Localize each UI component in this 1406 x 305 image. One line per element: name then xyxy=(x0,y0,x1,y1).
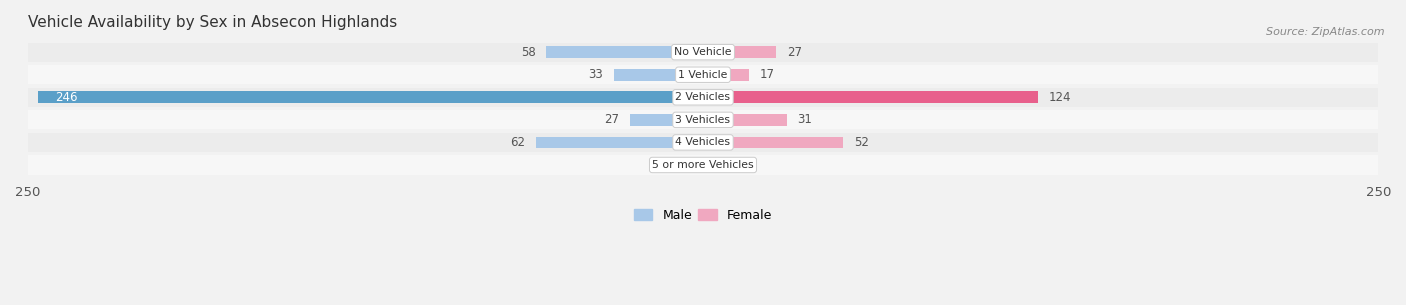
Text: Vehicle Availability by Sex in Absecon Highlands: Vehicle Availability by Sex in Absecon H… xyxy=(28,15,396,30)
Text: 31: 31 xyxy=(797,113,813,126)
Bar xyxy=(703,114,787,126)
Bar xyxy=(28,88,1378,107)
Text: 17: 17 xyxy=(759,68,775,81)
Legend: Male, Female: Male, Female xyxy=(628,204,778,227)
Bar xyxy=(703,69,749,81)
Bar xyxy=(28,133,1378,152)
Text: No Vehicle: No Vehicle xyxy=(675,47,731,57)
Text: 33: 33 xyxy=(588,68,603,81)
Text: 124: 124 xyxy=(1049,91,1071,104)
Bar xyxy=(38,92,703,103)
Bar xyxy=(703,137,844,148)
Bar xyxy=(28,155,1378,174)
Text: Source: ZipAtlas.com: Source: ZipAtlas.com xyxy=(1267,27,1385,38)
Text: 246: 246 xyxy=(55,91,77,104)
Bar xyxy=(703,92,1038,103)
Text: 1 Vehicle: 1 Vehicle xyxy=(678,70,728,80)
Bar xyxy=(547,46,703,58)
Bar xyxy=(28,110,1378,129)
Text: 2 Vehicles: 2 Vehicles xyxy=(675,92,731,102)
Text: 3 Vehicles: 3 Vehicles xyxy=(675,115,731,125)
Text: 0: 0 xyxy=(714,159,721,171)
Text: 4 Vehicles: 4 Vehicles xyxy=(675,138,731,147)
Text: 27: 27 xyxy=(787,46,801,59)
Bar xyxy=(703,46,776,58)
Bar xyxy=(614,69,703,81)
Bar xyxy=(536,137,703,148)
Text: 5 or more Vehicles: 5 or more Vehicles xyxy=(652,160,754,170)
Text: 58: 58 xyxy=(520,46,536,59)
Bar xyxy=(28,43,1378,62)
Text: 62: 62 xyxy=(510,136,524,149)
Bar xyxy=(630,114,703,126)
Text: 52: 52 xyxy=(855,136,869,149)
Bar xyxy=(28,65,1378,84)
Text: 27: 27 xyxy=(605,113,619,126)
Text: 0: 0 xyxy=(685,159,692,171)
